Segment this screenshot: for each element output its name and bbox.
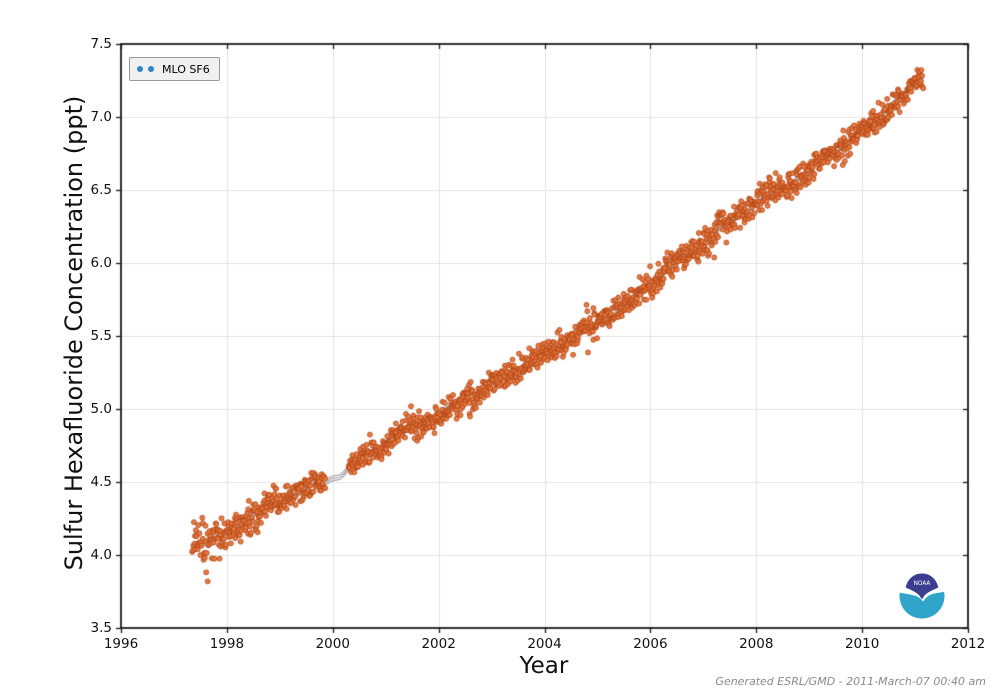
x-tick-label: 2006 [633, 636, 668, 652]
footer-credit: Generated ESRL/GMD - 2011-March-07 00:40… [715, 675, 986, 688]
x-tick-label: 2010 [844, 636, 880, 652]
noaa-logo-icon: NOAA [899, 573, 945, 619]
y-axis-label: Sulfur Hexafluoride Concentration (ppt) [60, 95, 88, 571]
y-tick-label: 5.5 [90, 328, 112, 344]
y-tick-label: 6.0 [90, 255, 112, 271]
legend-label: MLO SF6 [162, 62, 210, 76]
y-tick-label: 4.5 [90, 474, 112, 490]
svg-text:NOAA: NOAA [914, 581, 931, 587]
y-tick-label: 3.5 [90, 620, 112, 636]
x-tick-label: 2012 [950, 636, 986, 652]
x-tick-label: 2004 [527, 636, 562, 652]
y-tick-label: 7.0 [90, 109, 112, 125]
x-tick-label: 2002 [421, 636, 456, 652]
x-tick-label: 2008 [739, 636, 774, 652]
y-tick-label: 6.5 [90, 182, 112, 198]
y-tick-label: 4.0 [90, 547, 112, 563]
legend: MLO SF6 [129, 57, 220, 81]
legend-marker-icon [148, 66, 154, 72]
y-tick-label: 7.5 [90, 36, 112, 52]
x-tick-label: 1996 [103, 636, 139, 652]
legend-marker-icon [137, 66, 143, 72]
x-axis-label: Year [519, 653, 569, 679]
x-tick-label: 1998 [209, 636, 245, 652]
x-tick-label: 2000 [315, 636, 350, 652]
y-tick-label: 5.0 [90, 401, 112, 417]
